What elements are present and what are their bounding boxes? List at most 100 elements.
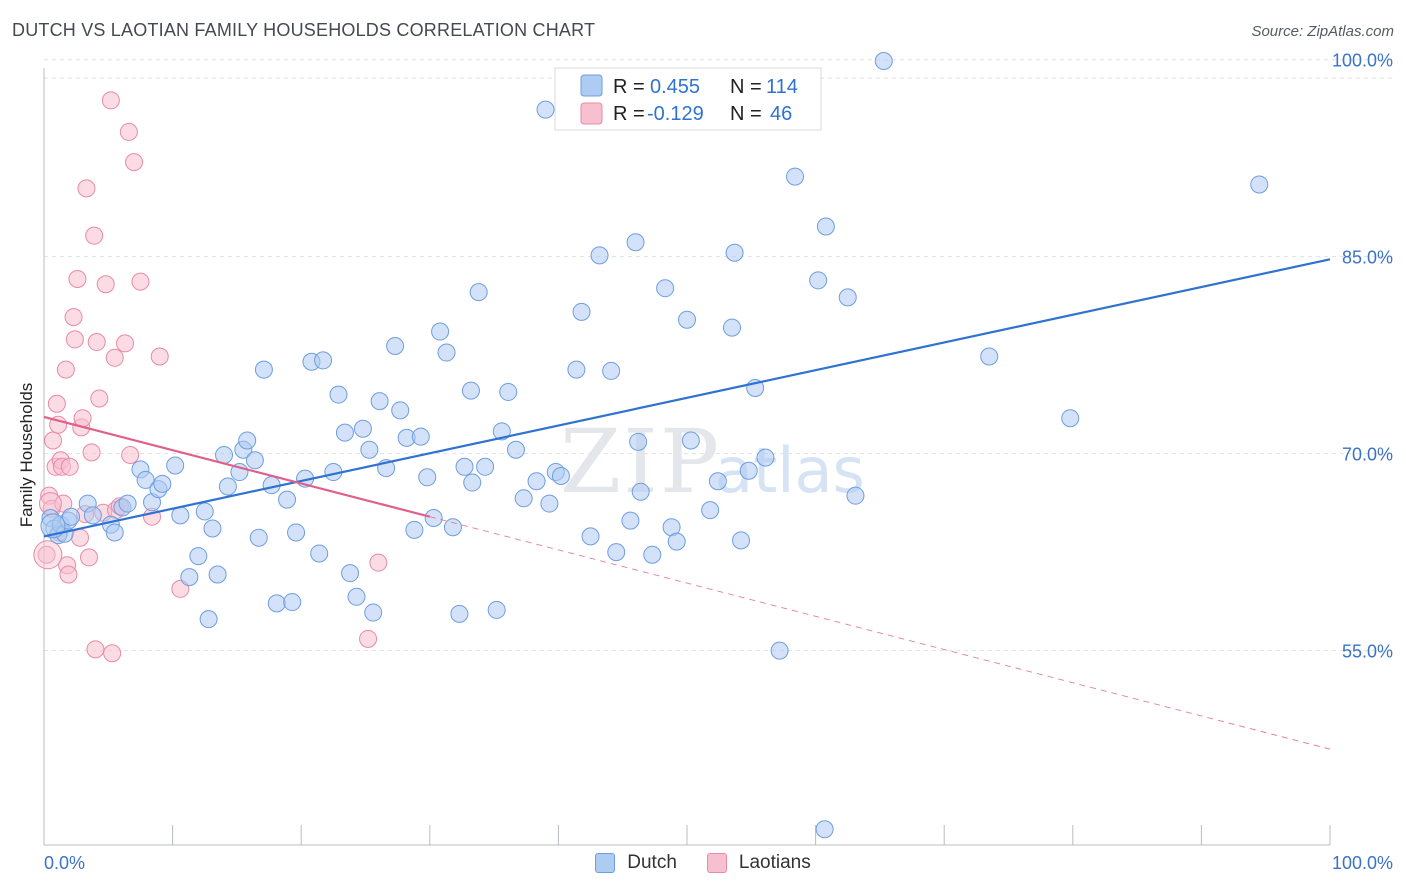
dutch-point bbox=[499, 382, 518, 401]
trend-lines bbox=[43, 258, 1331, 750]
dutch-point bbox=[536, 100, 555, 119]
dutch-point bbox=[770, 641, 789, 660]
y-tick-label-1: 85.0% bbox=[1342, 248, 1393, 268]
dutch-point bbox=[105, 523, 124, 542]
dutch-point bbox=[310, 544, 329, 563]
dutch-point bbox=[329, 385, 348, 404]
dutch-point bbox=[450, 604, 469, 623]
dutch-point bbox=[418, 468, 437, 487]
laotians-point bbox=[369, 553, 388, 572]
dutch-point bbox=[629, 432, 648, 451]
legend-dutch-r-label: R = bbox=[613, 76, 645, 98]
y-tick-label-0: 100.0% bbox=[1332, 51, 1393, 71]
laotians-point bbox=[105, 348, 124, 367]
dutch-point bbox=[631, 482, 650, 501]
legend-dutch-r-value: 0.455 bbox=[650, 76, 700, 98]
dutch-point bbox=[708, 472, 727, 491]
dutch-point bbox=[514, 489, 533, 508]
laotians-point bbox=[101, 91, 120, 110]
dutch-point bbox=[443, 518, 462, 537]
dutch-point bbox=[245, 451, 264, 470]
legend-item-dutch[interactable]: Dutch bbox=[595, 852, 677, 874]
dutch-point bbox=[199, 610, 218, 629]
dutch-point bbox=[405, 520, 424, 539]
series-legend: Dutch Laotians bbox=[0, 852, 1406, 874]
laotians-point bbox=[68, 270, 87, 289]
dutch-point bbox=[83, 506, 102, 525]
dutch-point bbox=[218, 477, 237, 496]
y-tick-label-2: 70.0% bbox=[1342, 445, 1393, 465]
dutch-point bbox=[287, 523, 306, 542]
dutch-point bbox=[353, 419, 372, 438]
dutch-point bbox=[626, 233, 645, 252]
legend-dutch-swatch bbox=[580, 74, 603, 97]
dutch-point bbox=[283, 593, 302, 612]
laotians-point bbox=[125, 153, 144, 172]
legend-label-laotians: Laotians bbox=[738, 852, 811, 873]
dutch-point bbox=[180, 568, 199, 587]
source-credit: Source: ZipAtlas.com bbox=[1251, 23, 1394, 40]
laotians-point bbox=[119, 122, 138, 141]
dutch-point bbox=[364, 603, 383, 622]
laotians-swatch bbox=[706, 853, 727, 873]
laotians-point bbox=[85, 226, 104, 245]
y-tick-labels: 100.0% 85.0% 70.0% 55.0% bbox=[1332, 51, 1393, 662]
legend-lao-n-label: N = bbox=[730, 103, 762, 125]
y-tick-label-3: 55.0% bbox=[1342, 642, 1393, 662]
laotians-point bbox=[82, 443, 101, 462]
dutch-point bbox=[1250, 175, 1269, 194]
x-tick-label-1: 100.0% bbox=[1332, 853, 1393, 873]
laotians-point bbox=[47, 394, 66, 413]
laotians-point bbox=[87, 333, 106, 352]
dutch-point bbox=[166, 456, 185, 475]
dutch-point bbox=[136, 470, 155, 489]
laotians-point bbox=[37, 545, 56, 564]
dutch-point bbox=[732, 531, 751, 550]
legend-dutch-n-value: 114 bbox=[766, 76, 798, 98]
laotians-points bbox=[33, 91, 388, 663]
dutch-point bbox=[980, 347, 999, 366]
dutch-point bbox=[527, 472, 546, 491]
dutch-point bbox=[816, 217, 835, 236]
dutch-point bbox=[506, 440, 525, 459]
laotians-point bbox=[116, 334, 135, 353]
laotians-point bbox=[103, 644, 122, 663]
dutch-point bbox=[118, 494, 137, 513]
legend-lao-r-label: R = bbox=[613, 103, 645, 125]
laotians-trend-line bbox=[43, 415, 431, 518]
gridlines bbox=[44, 59, 1394, 652]
dutch-point bbox=[725, 243, 744, 262]
dutch-point bbox=[846, 486, 865, 505]
laotians-point bbox=[131, 272, 150, 291]
dutch-point bbox=[572, 302, 591, 321]
dutch-point bbox=[678, 310, 696, 329]
watermark: ZIP atlas bbox=[560, 410, 865, 513]
dutch-point bbox=[431, 322, 450, 341]
dutch-point bbox=[347, 587, 366, 606]
legend-item-laotians[interactable]: Laotians bbox=[706, 852, 811, 874]
dutch-point bbox=[681, 431, 700, 450]
dutch-point bbox=[551, 466, 570, 485]
dutch-point bbox=[607, 543, 626, 562]
dutch-point bbox=[476, 457, 495, 476]
dutch-point bbox=[335, 423, 354, 442]
dutch-point bbox=[540, 494, 559, 513]
legend-dutch-n-label: N = bbox=[730, 76, 762, 98]
laotians-point bbox=[121, 445, 140, 464]
dutch-point bbox=[360, 440, 379, 459]
dutch-points bbox=[40, 52, 1269, 839]
dutch-point bbox=[391, 401, 410, 420]
dutch-point bbox=[238, 431, 257, 450]
laotians-point bbox=[56, 360, 75, 379]
laotians-point bbox=[59, 565, 78, 584]
dutch-point bbox=[455, 457, 474, 476]
dutch-point bbox=[567, 360, 586, 379]
dutch-point bbox=[267, 594, 286, 613]
laotians-point bbox=[64, 308, 83, 327]
dutch-point bbox=[171, 506, 190, 525]
dutch-point bbox=[208, 565, 227, 584]
legend-lao-r-value: -0.129 bbox=[647, 103, 704, 125]
x-tick-labels: 0.0% 100.0% bbox=[44, 853, 1393, 873]
dutch-point bbox=[756, 448, 775, 467]
